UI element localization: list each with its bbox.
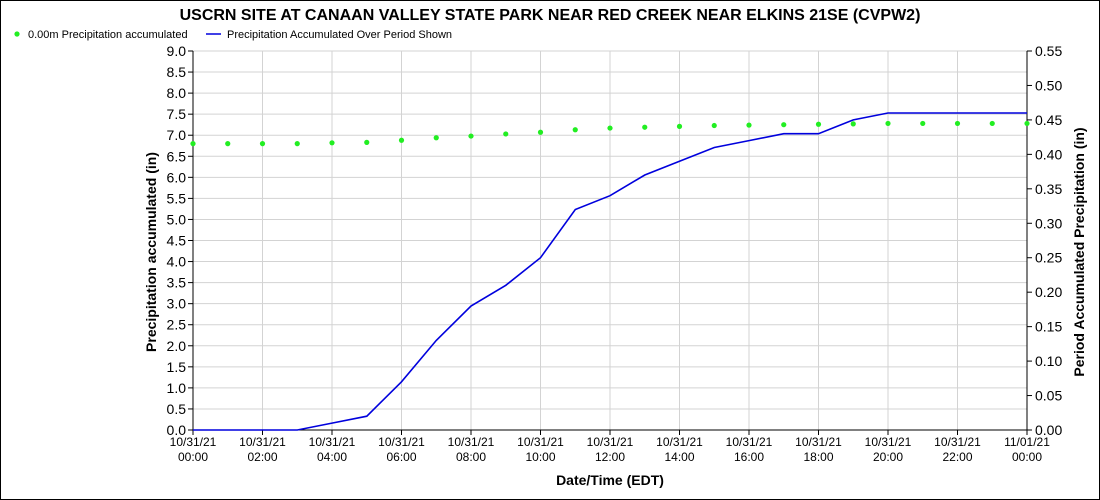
data-point [850,121,856,127]
y-right-tick-label: 0.30 [1035,215,1062,231]
y-left-tick-label: 2.0 [167,338,187,354]
x-axis-label: Date/Time (EDT) [556,472,664,488]
x-tick-label-time: 22:00 [942,450,972,464]
x-tick-label-date: 11/01/21 [1004,435,1050,449]
data-point [225,141,231,147]
data-point [920,120,926,127]
y-left-tick-label: 1.0 [167,380,187,396]
legend-label-period: Precipitation Accumulated Over Period Sh… [227,29,452,41]
y-right-tick-label: 0.10 [1035,353,1062,369]
y-axis-right-label: Period Accumulated Precipitation (in) [1071,127,1087,376]
x-tick-label-date: 10/31/21 [239,435,286,449]
x-tick-label-date: 10/31/21 [309,435,356,449]
x-tick-label-date: 10/31/21 [378,435,425,449]
data-point [572,127,578,133]
y-left-tick-label: 5.5 [167,190,187,206]
y-left-tick-label: 6.5 [167,148,187,164]
data-point [676,123,683,129]
x-tick-label-date: 10/31/21 [934,435,981,449]
grid [192,50,1028,431]
data-point [468,133,474,139]
y-left-tick-label: 4.5 [167,233,187,249]
x-tick-label-time: 14:00 [664,450,694,464]
x-tick-label-time: 02:00 [247,450,277,464]
x-tick-label-time: 00:00 [178,450,208,464]
legend: 0.00m Precipitation accumulated Precipit… [14,29,452,41]
x-tick-label-date: 10/31/21 [170,435,217,449]
data-point [815,121,822,127]
x-tick-label-time: 00:00 [1012,450,1042,464]
x-tick-label-time: 16:00 [734,450,764,464]
data-point [537,129,544,135]
x-tick-label-time: 18:00 [803,450,833,464]
y-right-tick-label: 0.55 [1035,43,1062,59]
y-left-tick-label: 0.5 [167,401,187,417]
data-point [885,120,891,127]
data-point [954,120,961,127]
data-point [642,124,648,130]
y-right-tick-label: 0.15 [1035,319,1062,335]
x-tick-label-date: 10/31/21 [656,435,703,449]
y-left-tick-label: 8.0 [167,85,187,101]
series-precipitation-accumulated [190,120,1030,147]
data-point [711,122,717,129]
y-right-tick-label: 0.35 [1035,181,1062,197]
y-right-tick-label: 0.25 [1035,250,1062,266]
x-tick-label-time: 12:00 [595,450,625,464]
data-point [503,131,509,137]
y-axis-right-ticks: 0.00 0.05 0.10 0.15 0.20 0.25 0.30 0.35 0.40 0.45… [1027,43,1062,438]
x-tick-label-date: 10/31/21 [517,435,564,449]
y-right-tick-label: 0.45 [1035,112,1062,128]
y-left-tick-label: 9.0 [167,43,187,59]
y-left-tick-label: 7.5 [167,106,187,122]
y-right-tick-label: 0.50 [1035,77,1062,93]
data-point [294,141,300,147]
x-tick-label-time: 10:00 [525,450,555,464]
x-tick-label-time: 20:00 [873,450,903,464]
y-right-tick-label: 0.40 [1035,146,1062,162]
y-right-tick-label: 0.05 [1035,388,1062,404]
x-tick-label-time: 04:00 [317,450,347,464]
y-left-tick-label: 3.5 [167,275,187,291]
y-left-tick-label: 8.5 [167,64,187,80]
y-left-tick-label: 4.0 [167,254,187,270]
y-axis-left-label: Precipitation accumulated (in) [143,152,159,352]
legend-label-accumulated: 0.00m Precipitation accumulated [28,29,188,41]
y-left-tick-label: 0.0 [167,422,187,438]
x-tick-label-time: 08:00 [456,450,486,464]
data-point [398,137,405,143]
data-point [259,141,266,147]
y-right-tick-label: 0.20 [1035,284,1062,300]
series-period-accumulated [193,112,1027,431]
y-left-tick-label: 7.0 [167,127,187,143]
data-point [1024,120,1030,127]
x-tick-label-date: 10/31/21 [865,435,912,449]
x-tick-label-date: 10/31/21 [795,435,842,449]
y-right-tick-label: 0.00 [1035,422,1062,438]
data-point [329,140,335,146]
y-left-tick-label: 1.5 [167,359,187,375]
data-point [746,122,752,128]
x-tick-label-date: 10/31/21 [587,435,634,449]
series-line-path [193,112,1027,431]
x-axis-ticks: 10/31/2100:0010/31/2102:0010/31/2104:001… [170,430,1050,464]
chart-title: USCRN SITE AT CANAAN VALLEY STATE PARK N… [180,7,921,24]
x-tick-label-date: 10/31/21 [726,435,773,449]
data-point [781,122,787,128]
data-point [989,120,995,127]
y-left-tick-label: 2.5 [167,317,187,333]
data-point [190,141,196,147]
y-left-tick-label: 3.0 [167,296,187,312]
data-point [364,139,370,145]
y-axis-left-ticks: 0.0 0.5 1.0 1.5 2.0 2.5 3.0 3.5 4.0 4.5 5.0 5.5 6.0 6… [167,43,193,438]
data-point [433,135,439,141]
x-tick-label-date: 10/31/21 [448,435,495,449]
y-left-tick-label: 5.0 [167,211,187,227]
legend-marker-accumulated [14,31,20,37]
data-point [607,125,613,131]
y-left-tick-label: 6.0 [167,169,187,185]
x-tick-label-time: 06:00 [386,450,416,464]
